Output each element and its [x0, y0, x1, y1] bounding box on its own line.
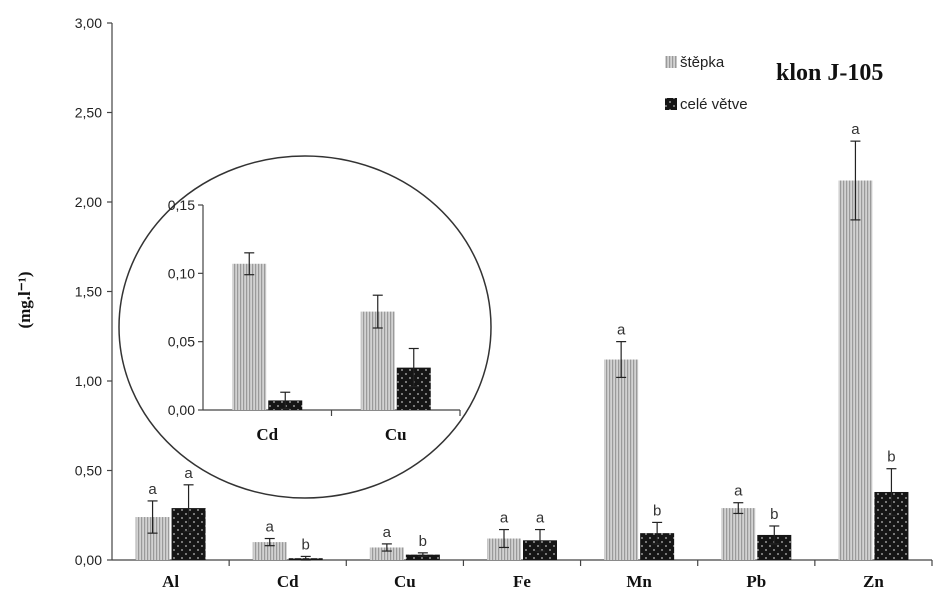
bar-stepka	[721, 508, 756, 560]
x-category-label: Zn	[863, 572, 884, 591]
legend-label-stepka: štěpka	[680, 54, 725, 71]
y-axis-label: (mg.l⁻¹)	[15, 271, 34, 328]
inset-y-tick-label: 0,05	[168, 334, 195, 350]
x-category-label: Cu	[394, 572, 416, 591]
significance-letter: a	[536, 510, 545, 527]
bar-cele-vetve	[405, 554, 440, 560]
inset-x-category-label: Cu	[385, 425, 407, 444]
significance-letter: b	[302, 536, 310, 553]
inset-ellipse	[118, 155, 492, 499]
legend: štěpka celé větve	[665, 54, 748, 113]
significance-letter: b	[770, 506, 778, 523]
y-tick-label: 2,00	[75, 194, 102, 210]
significance-letter: b	[887, 449, 895, 466]
inset-bar-stepka	[232, 263, 267, 410]
x-category-label: Pb	[746, 572, 766, 591]
inset-y-tick-label: 0,10	[168, 265, 195, 281]
significance-letter: a	[148, 481, 157, 498]
y-tick-label: 0,00	[75, 552, 102, 568]
legend-label-cele-vetve: celé větve	[680, 96, 748, 113]
significance-letter: a	[617, 322, 626, 339]
bar-stepka	[369, 547, 404, 560]
y-tick-label: 1,50	[75, 284, 102, 300]
inset-x-category-label: Cd	[256, 425, 278, 444]
x-category-label: Cd	[277, 572, 299, 591]
legend-swatch-cele-vetve	[665, 98, 677, 110]
y-tick-label: 0,50	[75, 463, 102, 479]
inset-zoom: 0,00 0,05 0,10 0,15 Cd Cu	[118, 155, 492, 499]
significance-letter: a	[184, 465, 193, 482]
x-category-label: Fe	[513, 572, 531, 591]
bar-stepka	[838, 180, 873, 560]
significance-letter: a	[734, 483, 743, 500]
chart-title: klon J-105	[776, 60, 883, 86]
significance-letter: a	[383, 524, 392, 541]
significance-letter: b	[419, 533, 427, 550]
significance-letter: b	[653, 502, 661, 519]
y-tick-label: 3,00	[75, 15, 102, 31]
x-category-label: Mn	[626, 572, 652, 591]
significance-letter: a	[500, 510, 509, 527]
significance-letter: a	[266, 519, 275, 536]
y-tick-label: 1,00	[75, 373, 102, 389]
inset-y-tick-label: 0,00	[168, 402, 195, 418]
significance-letter: a	[851, 121, 860, 138]
bar-stepka	[487, 538, 521, 560]
y-tick-label: 2,50	[75, 105, 102, 121]
bar-stepka	[252, 542, 287, 560]
legend-swatch-stepka	[665, 56, 677, 68]
bar-stepka	[604, 359, 639, 560]
x-category-label: Al	[162, 572, 179, 591]
inset-y-tick-label: 0,15	[168, 197, 195, 213]
